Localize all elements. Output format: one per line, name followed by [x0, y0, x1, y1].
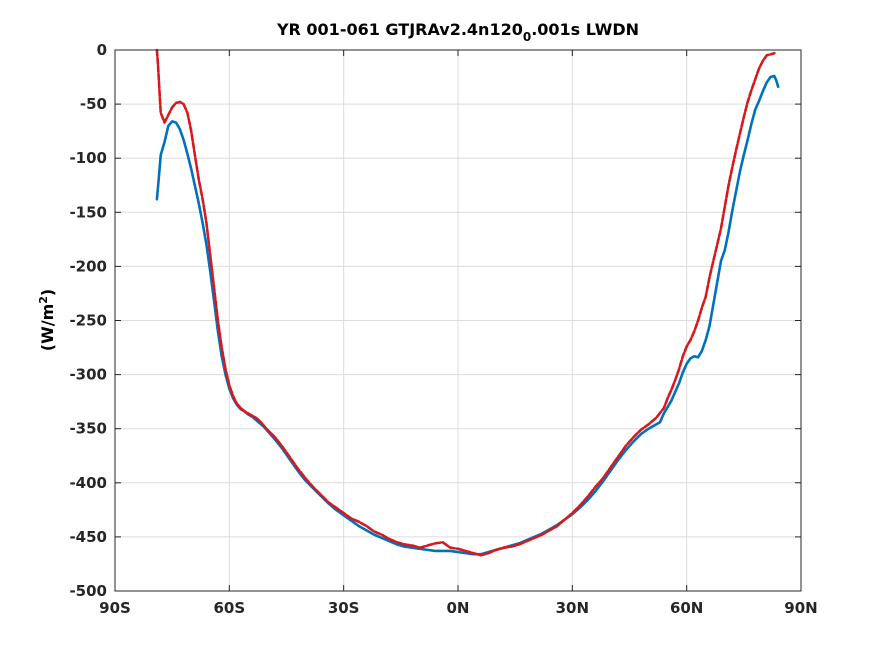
x-tick-label: 0N	[447, 599, 470, 617]
x-tick-label: 60S	[213, 599, 245, 617]
y-tick-label: -200	[69, 257, 107, 275]
chart-title: YR 001-061 GTJRAv2.4n1200.001s LWDN	[276, 20, 639, 44]
y-axis-label: (W/m2)	[37, 289, 57, 351]
y-tick-label: -350	[69, 420, 107, 438]
series-line-2	[155, 48, 776, 557]
y-tick-label: 0	[97, 41, 107, 59]
y-tick-label: -50	[80, 95, 107, 113]
y-tick-label: -150	[69, 203, 107, 221]
y-tick-label: -450	[69, 528, 107, 546]
y-tick-label: -400	[69, 474, 107, 492]
x-tick-label: 90S	[99, 599, 131, 617]
x-axis: 90S 60S 30S 0N 30N 60N 90N	[99, 50, 818, 617]
y-tick-label: -250	[69, 312, 107, 330]
series-layer	[155, 48, 780, 557]
y-axis-label-superscript: 2	[37, 296, 50, 304]
y-axis-label-main: (W/m	[38, 304, 57, 351]
x-tick-label: 30S	[328, 599, 360, 617]
y-axis-label-tail: )	[38, 289, 57, 296]
chart-title-tail: .001s LWDN	[531, 20, 639, 39]
y-axis: 0 -50 -100 -150 -200 -250 -300 -350 -400 -450 -500	[69, 41, 801, 600]
x-tick-label: 60N	[670, 599, 703, 617]
y-tick-label: -100	[69, 149, 107, 167]
chart-title-main: YR 001-061 GTJRAv2.4n120	[276, 20, 523, 39]
y-tick-label: -300	[69, 366, 107, 384]
chart-title-subscript: 0	[523, 30, 531, 44]
x-tick-label: 30N	[556, 599, 589, 617]
y-tick-label: -500	[69, 582, 107, 600]
x-tick-label: 90N	[784, 599, 817, 617]
